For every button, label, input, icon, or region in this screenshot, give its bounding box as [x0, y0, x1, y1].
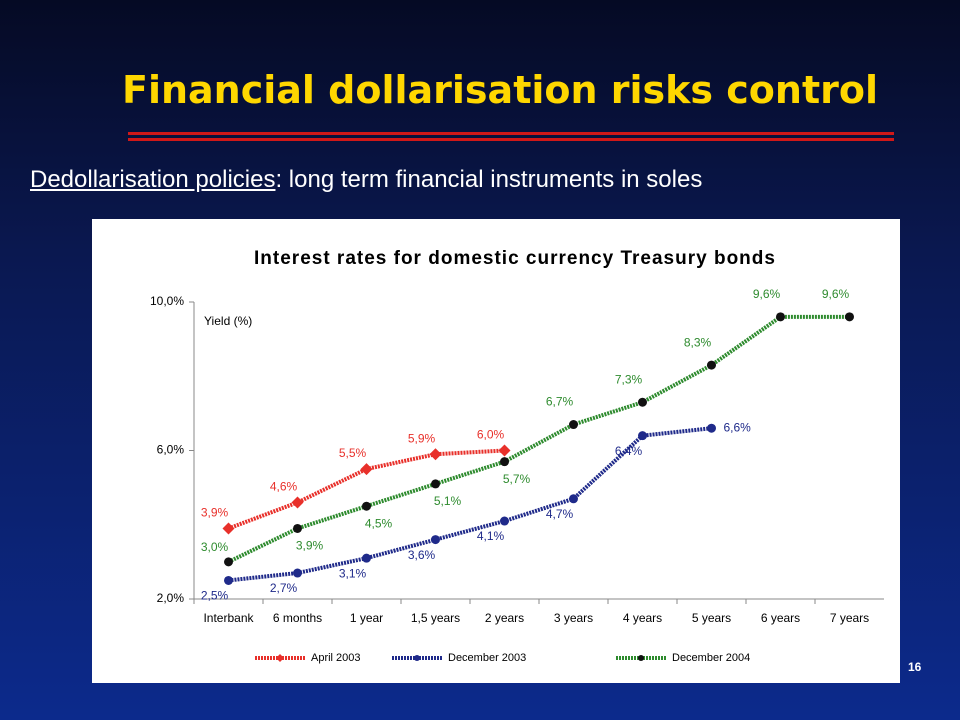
y-axis-label: Yield (%) — [204, 314, 252, 328]
chart-title: Interest rates for domestic currency Tre… — [254, 248, 776, 269]
data-label: 2,5% — [201, 589, 229, 603]
chart-background — [92, 219, 900, 683]
data-point — [224, 557, 233, 567]
data-label: 9,6% — [753, 287, 781, 301]
data-label: 6,4% — [615, 444, 643, 458]
data-label: 5,7% — [503, 472, 531, 486]
data-label: 4,5% — [365, 516, 393, 530]
y-tick-label: 2,0% — [157, 591, 185, 605]
legend-label: April 2003 — [311, 652, 361, 664]
data-label: 7,3% — [615, 372, 643, 386]
data-label: 2,7% — [270, 581, 298, 595]
series-line — [228, 426, 712, 583]
data-point — [638, 431, 647, 441]
data-point — [498, 444, 511, 457]
title-rule — [128, 132, 894, 135]
data-label: 8,3% — [684, 335, 712, 349]
data-point — [707, 360, 716, 370]
data-point — [429, 448, 442, 461]
subtitle-rest: : long term financial instruments in sol… — [275, 166, 703, 193]
data-point — [362, 553, 371, 563]
data-label: 5,9% — [408, 431, 436, 445]
page-number: 16 — [908, 660, 922, 674]
x-tick-label: 6 months — [273, 611, 322, 625]
legend-marker — [414, 655, 420, 661]
x-tick-label: 5 years — [692, 611, 731, 625]
x-tick-label: 4 years — [623, 611, 662, 625]
data-label: 3,0% — [201, 540, 229, 554]
data-point — [222, 522, 235, 535]
data-point — [776, 312, 785, 322]
data-label: 4,1% — [477, 529, 505, 543]
data-label: 6,0% — [477, 428, 505, 442]
data-point — [431, 479, 440, 489]
data-label: 3,1% — [339, 566, 367, 580]
data-point — [569, 420, 578, 430]
x-tick-label: 1,5 years — [411, 611, 460, 625]
data-label: 5,1% — [434, 494, 462, 508]
data-label: 5,5% — [339, 446, 367, 460]
data-point — [431, 535, 440, 545]
data-point — [845, 312, 854, 322]
data-label: 6,7% — [546, 395, 574, 409]
data-label: 3,9% — [296, 539, 324, 553]
data-label: 3,6% — [408, 548, 436, 562]
y-tick-label: 6,0% — [157, 443, 185, 457]
subtitle: Dedollarisation policies: long term fina… — [30, 166, 702, 194]
x-tick-label: 3 years — [554, 611, 593, 625]
data-point — [569, 494, 578, 504]
x-tick-label: Interbank — [203, 611, 254, 625]
x-tick-label: 7 years — [830, 611, 869, 625]
data-point — [360, 463, 373, 476]
data-point — [362, 501, 371, 511]
data-point — [638, 397, 647, 407]
data-label: 4,6% — [270, 480, 298, 494]
legend-label: December 2004 — [672, 652, 750, 664]
data-label: 6,6% — [724, 420, 752, 434]
data-point — [224, 575, 233, 585]
x-tick-label: 1 year — [350, 611, 383, 625]
data-label: 9,6% — [822, 287, 850, 301]
y-tick-label: 10,0% — [150, 294, 184, 308]
legend-marker — [638, 655, 644, 661]
x-tick-label: 2 years — [485, 611, 524, 625]
data-label: 4,7% — [546, 507, 574, 521]
x-tick-label: 6 years — [761, 611, 800, 625]
title-rule — [128, 138, 894, 141]
legend-label: December 2003 — [448, 652, 526, 664]
data-point — [500, 457, 509, 467]
data-label: 3,9% — [201, 506, 229, 520]
subtitle-underlined: Dedollarisation policies — [30, 166, 276, 193]
data-point — [293, 523, 302, 533]
data-point — [707, 423, 716, 433]
slide-title: Financial dollarisation risks control — [121, 68, 878, 112]
data-point — [291, 496, 304, 509]
legend-marker — [276, 654, 284, 662]
series-line — [227, 314, 850, 564]
data-point — [293, 568, 302, 578]
data-point — [500, 516, 509, 526]
